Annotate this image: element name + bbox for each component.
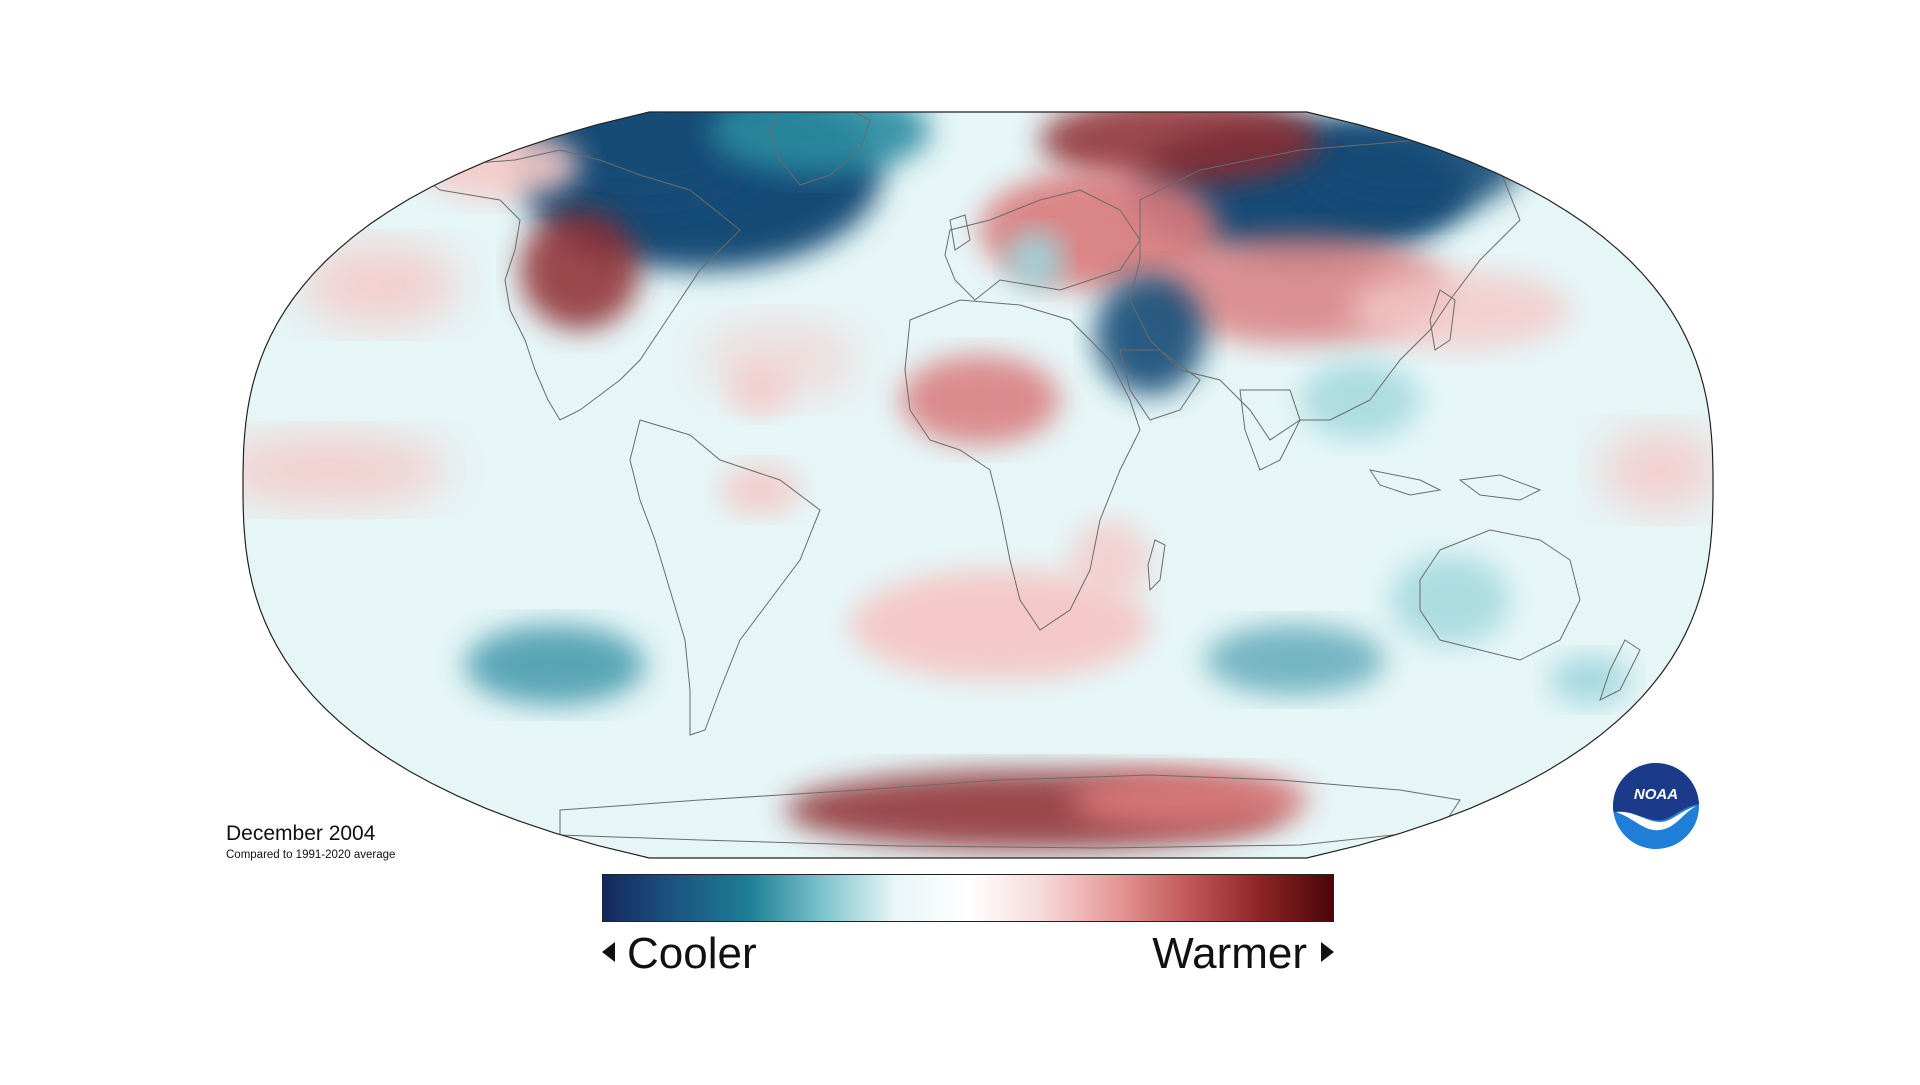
coastline-outline [1458, 474, 1542, 501]
warmer-legend: Warmer [1152, 926, 1334, 982]
anomaly-region [720, 465, 800, 515]
anomaly-region [850, 570, 1150, 680]
right-triangle-icon [1321, 942, 1334, 963]
coastline-outline [769, 112, 871, 186]
coastline-outline [949, 214, 971, 251]
anomaly-region [700, 320, 860, 400]
coastline-outline [1599, 639, 1641, 701]
coastline-outline [629, 419, 821, 736]
baseline-label: Compared to 1991-2020 average [226, 849, 396, 861]
noaa-logo: NOAA [1613, 763, 1699, 849]
anomaly-region [1005, 230, 1065, 290]
anomaly-region [900, 355, 1060, 445]
anomaly-region [300, 245, 460, 325]
coastline-outline [1119, 349, 1201, 421]
period-label: December 2004 [226, 822, 376, 845]
anomaly-region [1070, 520, 1150, 600]
anomaly-region [1205, 625, 1385, 695]
anomaly-region [520, 210, 640, 330]
map-border [242, 111, 1714, 859]
anomaly-region [1300, 115, 1520, 215]
coastline-outline [1419, 529, 1581, 661]
coastline-outline [904, 299, 1141, 631]
coastline-outline [1368, 469, 1442, 496]
anomaly-region [1600, 430, 1713, 510]
anomaly-region [1095, 275, 1205, 395]
coastline-outline [418, 149, 741, 421]
anomaly-region [420, 130, 580, 200]
anomaly-region [1070, 770, 1310, 830]
anomaly-region [1550, 655, 1630, 705]
anomaly-region [1350, 270, 1570, 350]
cooler-legend: Cooler [602, 926, 757, 982]
anomaly-region [710, 112, 930, 175]
anomaly-region [1040, 112, 1320, 185]
color-scale-bar [602, 874, 1334, 922]
coastline-outline [944, 189, 1141, 301]
map-caption: December 2004 Compared to 1991-2020 aver… [226, 822, 395, 863]
anomaly-region [1300, 360, 1420, 440]
coastline-outline [1239, 389, 1301, 471]
anomaly-region [243, 435, 450, 505]
coastline-outline [1147, 539, 1166, 592]
logo-text: NOAA [1634, 786, 1678, 803]
warmer-label: Warmer [1152, 929, 1307, 978]
logo-upper-field [1613, 763, 1699, 821]
coastline-outline [559, 774, 1461, 849]
left-triangle-icon [602, 942, 615, 963]
cooler-label: Cooler [627, 929, 757, 978]
anomaly-region [465, 625, 645, 705]
gull-icon [1616, 806, 1696, 831]
coastline-outline [1429, 289, 1456, 351]
anomaly-region [1390, 555, 1510, 645]
